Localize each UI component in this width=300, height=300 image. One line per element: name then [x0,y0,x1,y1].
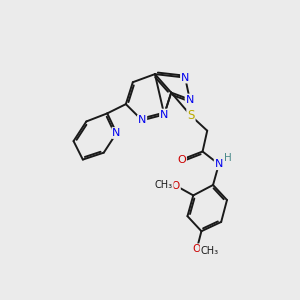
Text: H: H [224,153,232,163]
Text: N: N [181,73,189,82]
Text: O: O [172,181,180,191]
Text: N: N [215,159,223,169]
Text: CH₃: CH₃ [200,246,219,256]
Text: S: S [187,109,195,122]
Text: N: N [112,128,121,138]
Text: N: N [138,115,146,125]
Text: N: N [160,110,168,119]
Text: N: N [186,94,194,104]
Text: O: O [193,244,201,254]
Text: CH₃: CH₃ [155,179,173,190]
Text: O: O [177,154,186,165]
